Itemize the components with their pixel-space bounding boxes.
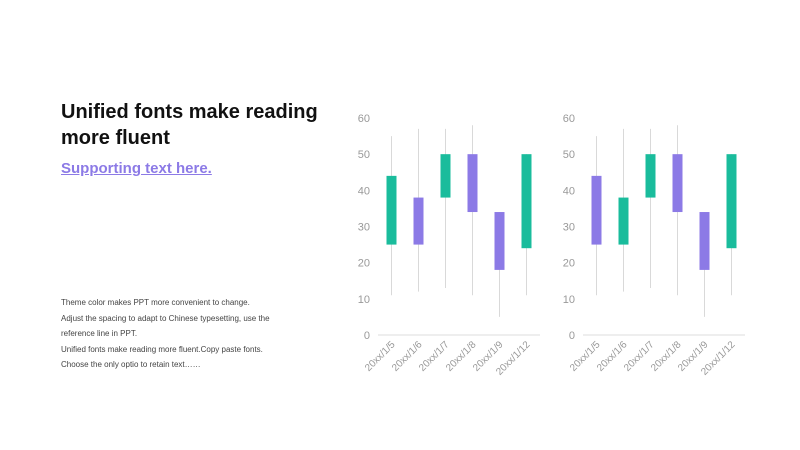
y-tick-label: 30	[358, 222, 370, 234]
body-line: Unified fonts make reading more fluent.C…	[61, 344, 263, 354]
y-tick-label: 40	[563, 185, 575, 197]
body-line: Theme color makes PPT more convenient to…	[61, 298, 250, 307]
y-tick-label: 50	[563, 149, 575, 161]
y-tick-label: 10	[358, 294, 370, 306]
body-text-block: Theme color makes PPT more convenient to…	[61, 295, 301, 373]
candle-body	[726, 154, 737, 249]
candle-body	[440, 154, 451, 198]
candle-body	[521, 154, 532, 249]
body-line: Choose the only optio to retain text……	[61, 360, 201, 369]
candle-body	[413, 197, 424, 245]
candlestick-chart-left: 010203040506020xx/1/520xx/1/620xx/1/720x…	[358, 113, 540, 378]
y-tick-label: 10	[563, 294, 575, 306]
candle-body	[672, 154, 683, 213]
y-tick-label: 30	[563, 222, 575, 234]
candlestick-chart-right: 010203040506020xx/1/520xx/1/620xx/1/720x…	[563, 113, 745, 378]
candle-body	[386, 175, 397, 245]
y-tick-label: 0	[364, 330, 370, 342]
y-tick-label: 60	[563, 113, 575, 125]
body-line: reference line in PPT.	[61, 329, 138, 338]
y-tick-label: 20	[563, 258, 575, 270]
body-line: Adjust the spacing to adapt to Chinese t…	[61, 313, 270, 323]
y-tick-label: 50	[358, 149, 370, 161]
candle-body	[494, 212, 505, 270]
y-tick-label: 0	[569, 330, 575, 342]
supporting-text-link[interactable]: Supporting text here.	[61, 160, 212, 177]
y-tick-label: 40	[358, 185, 370, 197]
y-tick-label: 60	[358, 113, 370, 125]
candle-body	[618, 197, 629, 245]
y-tick-label: 20	[358, 258, 370, 270]
candle-body	[467, 154, 478, 213]
candle-body	[645, 154, 656, 198]
candle-body	[591, 175, 602, 245]
slide-headline: Unified fonts make reading more fluent	[61, 101, 318, 149]
candle-body	[699, 212, 710, 270]
